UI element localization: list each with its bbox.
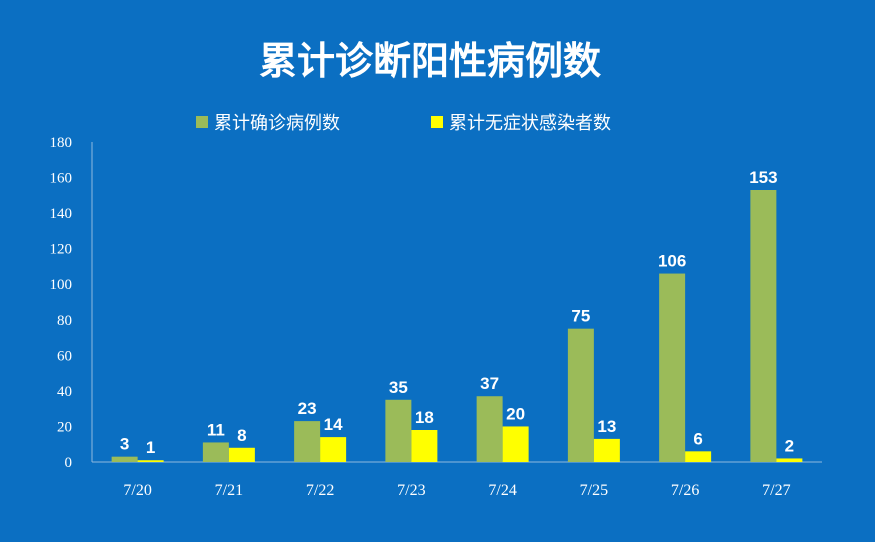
y-tick-label: 20	[57, 419, 72, 435]
bar-confirmed	[202, 442, 229, 462]
legend-swatch-confirmed	[196, 116, 208, 128]
data-label-asymptomatic: 1	[146, 438, 155, 457]
bar-asymptomatic	[593, 438, 620, 462]
data-label-confirmed: 37	[480, 374, 499, 393]
y-tick-label: 140	[50, 206, 73, 222]
axes	[91, 142, 822, 463]
data-label-confirmed: 23	[298, 399, 317, 418]
bar-confirmed	[750, 190, 777, 462]
bars	[111, 190, 803, 462]
bar-asymptomatic	[685, 451, 712, 462]
bar-asymptomatic	[502, 426, 529, 462]
bar-asymptomatic	[320, 437, 347, 462]
data-label-confirmed: 106	[658, 252, 686, 271]
data-label-asymptomatic: 20	[506, 404, 525, 423]
data-label-asymptomatic: 14	[324, 415, 343, 434]
y-tick-label: 40	[57, 384, 72, 400]
y-tick-labels: 0 20 40 60 80 100 120 140 160 180	[50, 135, 73, 471]
data-label-asymptomatic: 13	[597, 417, 616, 436]
bar-confirmed	[659, 273, 686, 462]
chart-title: 累计诊断阳性病例数	[259, 39, 601, 83]
bar-confirmed	[476, 396, 503, 462]
data-label-asymptomatic: 18	[415, 408, 434, 427]
x-tick-label: 7/21	[215, 482, 243, 499]
x-tick-label: 7/20	[123, 482, 151, 499]
legend: 累计确诊病例数 累计无症状感染者数	[196, 113, 611, 134]
data-label-confirmed: 3	[120, 435, 129, 454]
x-tick-labels: 7/20 7/21 7/22 7/23 7/24 7/25 7/26 7/27	[123, 482, 790, 499]
x-tick-label: 7/26	[671, 482, 699, 499]
y-tick-label: 80	[57, 313, 72, 329]
data-label-asymptomatic: 6	[693, 429, 702, 448]
bar-asymptomatic	[137, 460, 164, 462]
data-label-confirmed: 75	[571, 307, 590, 326]
data-label-asymptomatic: 8	[237, 426, 246, 445]
bar-confirmed	[111, 456, 138, 462]
bar-confirmed	[567, 328, 594, 462]
data-label-asymptomatic: 2	[785, 436, 794, 455]
data-label-confirmed: 11	[207, 420, 225, 439]
y-tick-label: 160	[50, 171, 73, 187]
y-tick-label: 100	[50, 277, 73, 293]
data-label-confirmed: 153	[749, 168, 777, 187]
y-tick-label: 120	[50, 242, 73, 258]
y-tick-label: 180	[50, 135, 73, 151]
legend-label-asymptomatic: 累计无症状感染者数	[449, 113, 611, 134]
x-tick-label: 7/25	[580, 482, 608, 499]
bar-confirmed	[294, 421, 321, 462]
bar-asymptomatic	[228, 447, 255, 462]
legend-label-confirmed: 累计确诊病例数	[214, 113, 340, 134]
data-label-confirmed: 35	[389, 378, 408, 397]
legend-swatch-asymptomatic	[431, 116, 443, 128]
y-tick-label: 60	[57, 348, 72, 364]
x-tick-label: 7/27	[762, 482, 790, 499]
x-tick-label: 7/22	[306, 482, 334, 499]
bar-confirmed	[385, 399, 412, 462]
x-tick-label: 7/23	[397, 482, 425, 499]
x-tick-label: 7/24	[488, 482, 516, 499]
bar-asymptomatic	[411, 430, 438, 462]
y-tick-label: 0	[65, 455, 73, 471]
bar-asymptomatic	[776, 458, 803, 462]
